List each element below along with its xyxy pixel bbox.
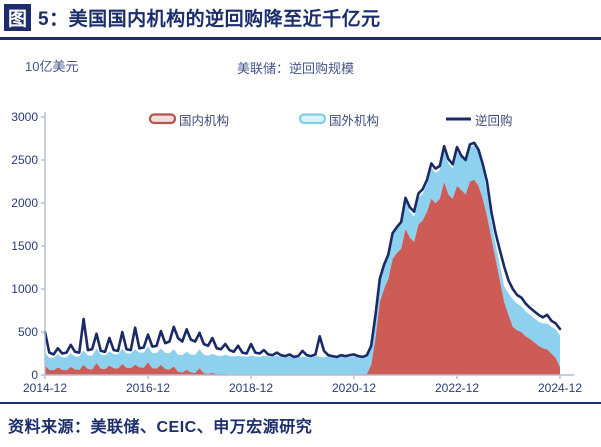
reverse-repo-chart: 0 500 1000 1500 2000 2500 3000 2014-12 2016-12 20…: [11, 110, 582, 395]
figure-title-row: 图 5：美国国内机构的逆回购降至近千亿元: [4, 4, 381, 31]
x-tick-label: 2022-12: [435, 381, 479, 395]
figure-header: 图 5：美国国内机构的逆回购降至近千亿元: [0, 0, 601, 40]
y-tick-label: 2500: [11, 153, 38, 167]
y-tick-label: 1000: [11, 282, 38, 296]
figure-badge: 图: [4, 4, 31, 31]
total-line: [43, 141, 562, 359]
y-tick-label: 3000: [11, 110, 38, 124]
axes-layer: 0 500 1000 1500 2000 2500 3000 2014-12 2016-12 20…: [11, 110, 582, 395]
legend-swatch-domestic-area: [148, 113, 177, 125]
x-tick-label: 2014-12: [23, 381, 67, 395]
legend-label-domestic: 国内机构: [179, 113, 229, 128]
foreign-area: [45, 145, 560, 375]
figure-title: 5：美国国内机构的逆回购降至近千亿元: [38, 9, 381, 30]
chart-area: 0 500 1000 1500 2000 2500 3000 2014-12 2016-12 20…: [0, 95, 601, 402]
legend-label-foreign: 国外机构: [329, 113, 379, 128]
y-tick-label: 2000: [11, 196, 38, 210]
y-axis-unit-label: 10亿美元: [25, 59, 79, 74]
source-note: 资料来源：美联储、CEIC、申万宏源研究: [8, 419, 313, 436]
x-tick-label: 2018-12: [229, 381, 273, 395]
legend-label-total: 逆回购: [475, 113, 513, 128]
chart-legend: 国内机构 国外机构 逆回购: [148, 113, 513, 128]
y-tick-label: 500: [18, 325, 38, 339]
plot-layer: [43, 141, 562, 375]
y-tick-label: 0: [31, 368, 38, 382]
x-tick-label: 2016-12: [126, 381, 170, 395]
footer-divider: [0, 402, 601, 404]
chart-subtitle: 美联储：逆回购规模: [237, 61, 355, 76]
y-tick-label: 1500: [11, 239, 38, 253]
legend-swatch-foreign-area: [298, 113, 327, 125]
domestic-area: [45, 179, 560, 375]
x-tick-label: 2024-12: [538, 381, 582, 395]
x-tick-label: 2020-12: [332, 381, 376, 395]
